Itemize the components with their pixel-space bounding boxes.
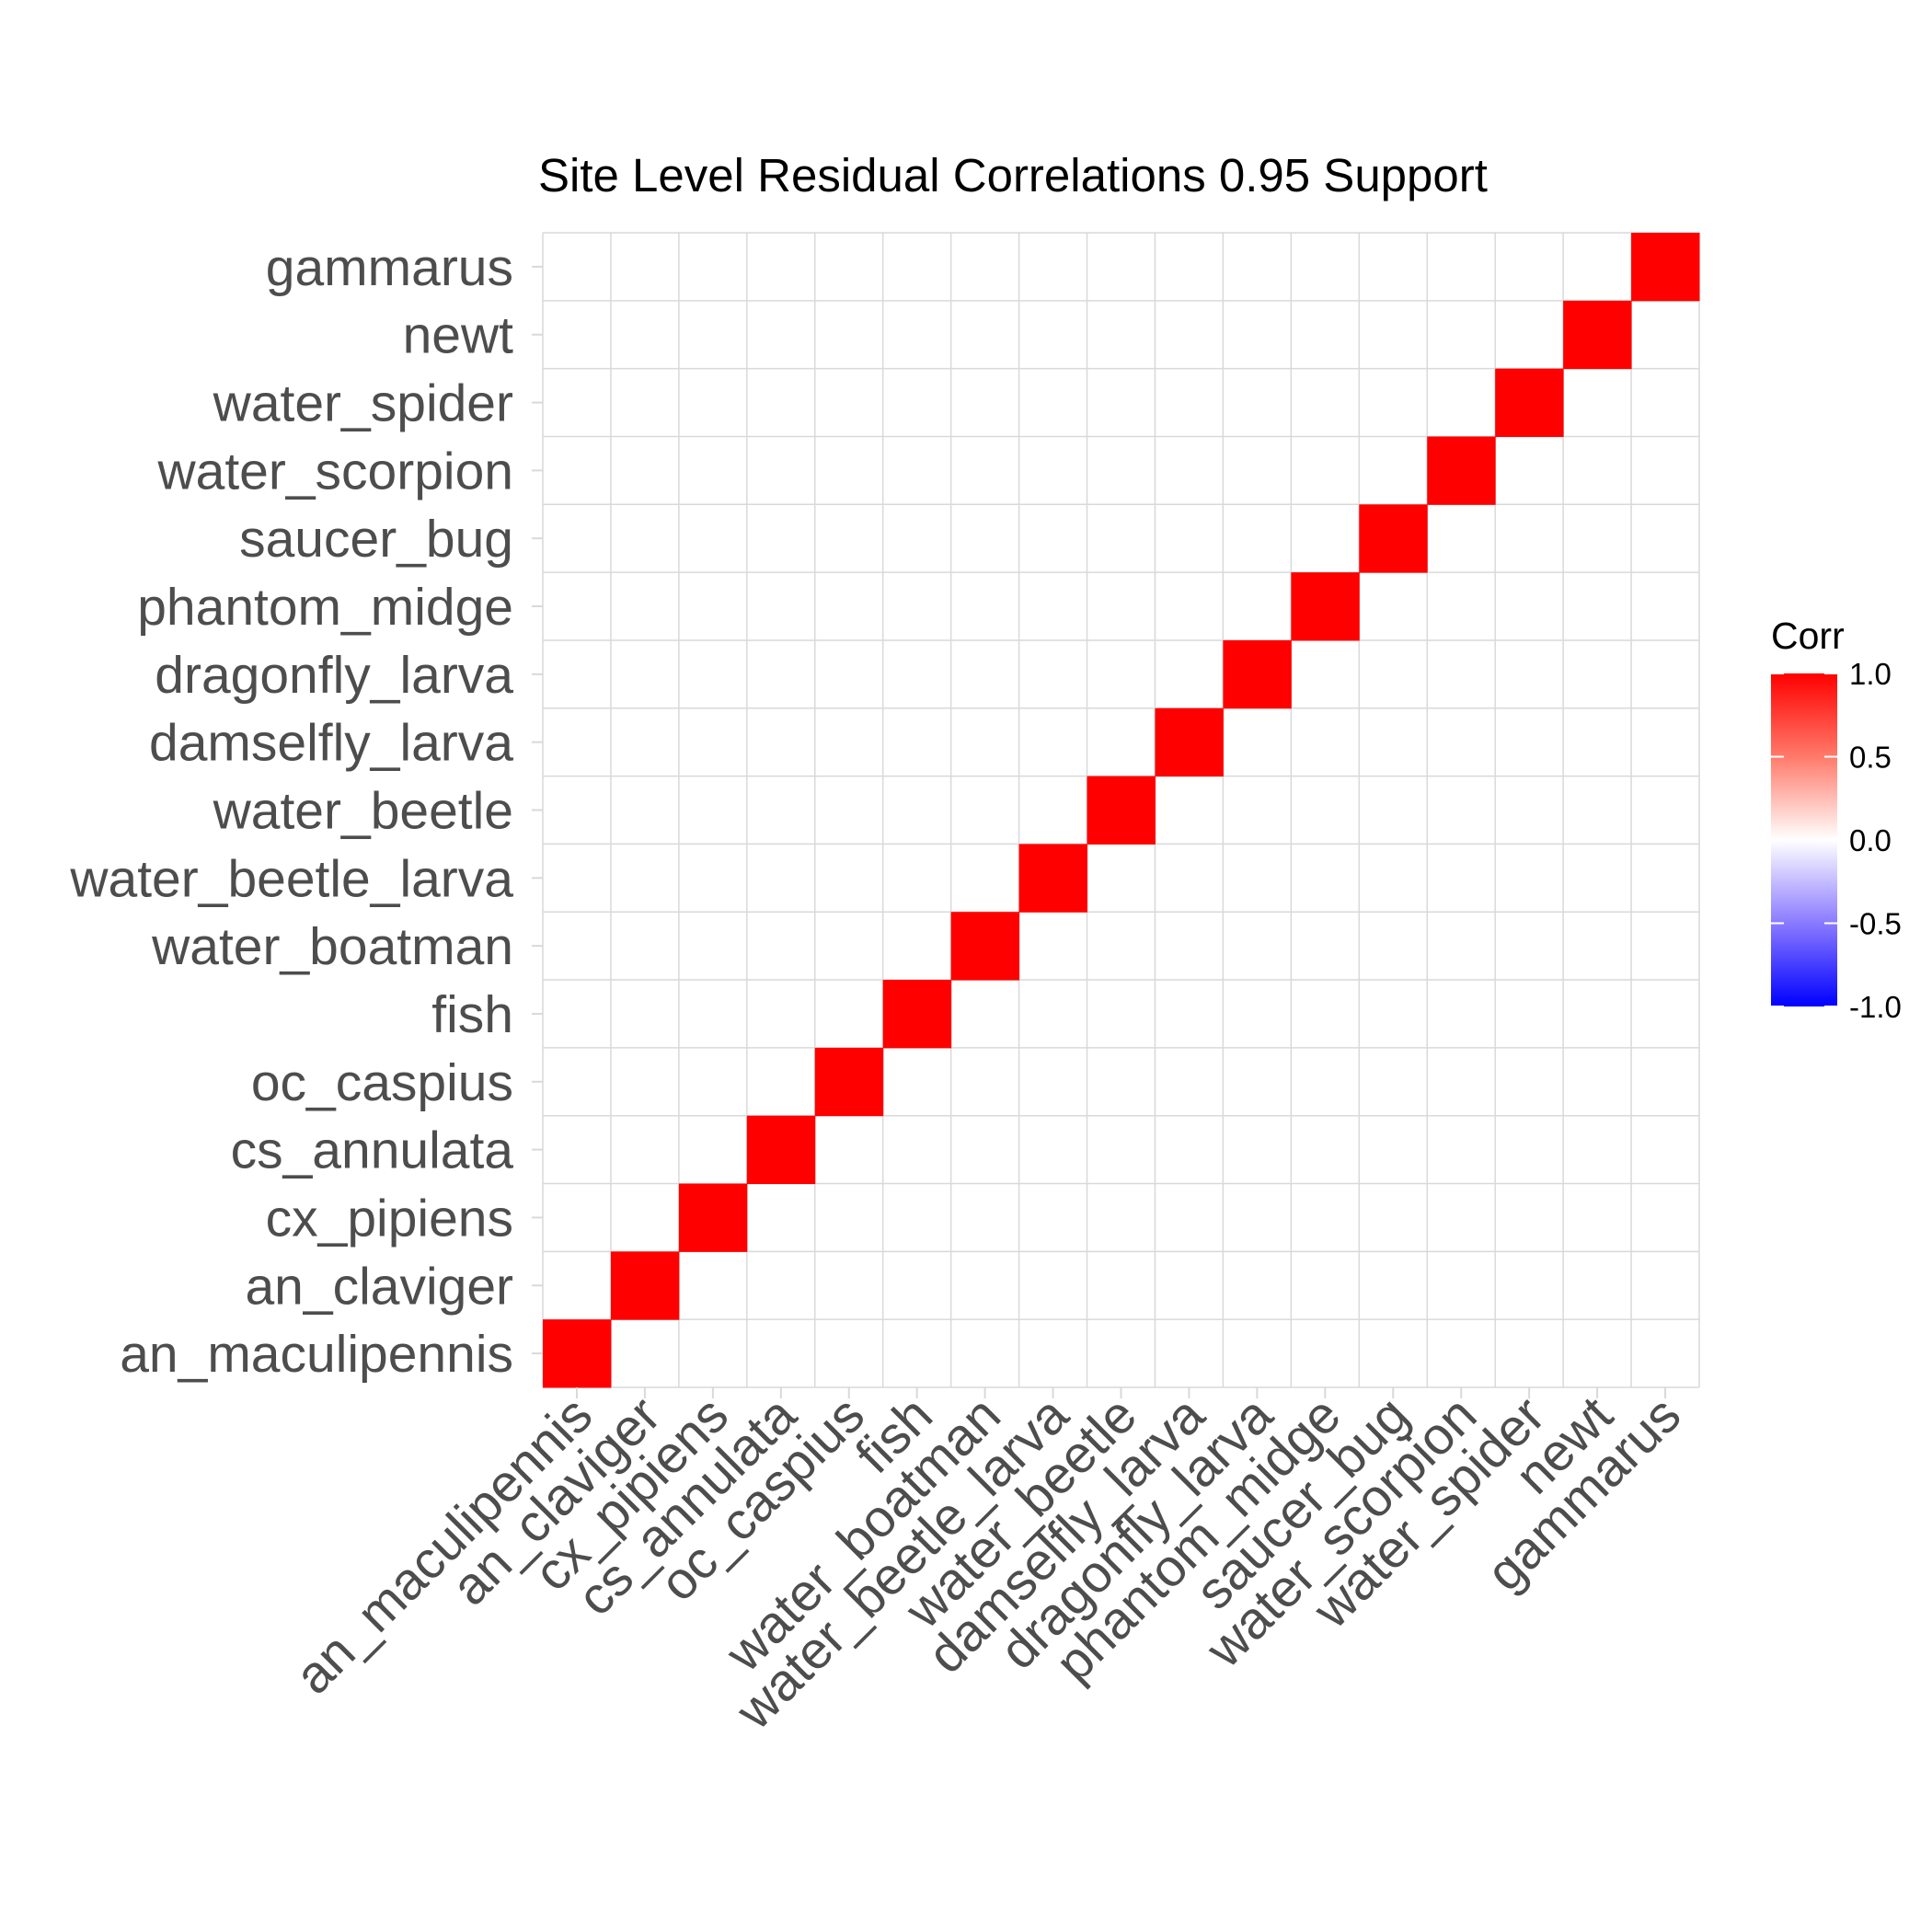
heatmap-cell [746,1115,816,1185]
y-tick-label: an_claviger [245,1257,513,1316]
legend-tick-label: -1.0 [1849,990,1902,1024]
x-axis: an_maculipennisan_clavigercx_pipienscs_a… [283,1386,1692,1742]
y-tick-label: fish [431,985,513,1044]
y-tick-label: water_beetle_larva [69,849,513,908]
heatmap-cell [678,1183,748,1252]
heatmap-cell [1359,504,1428,573]
heatmap-cell [1563,300,1632,370]
heatmap-cell [610,1251,680,1320]
chart-title: Site Level Residual Correlations 0.95 Su… [538,149,1488,201]
heatmap-cell [950,912,1020,981]
y-tick-label: newt [403,306,514,365]
y-tick-label: water_boatman [151,917,513,976]
heatmap-cell [1427,436,1496,505]
y-tick-label: phantom_midge [137,578,513,637]
y-tick-label: water_spider [213,374,513,433]
heatmap-cell [1495,368,1564,437]
legend-tick-label: 1.0 [1849,657,1892,691]
legend-tick-label: 0.5 [1849,741,1892,775]
heatmap-cell [1223,639,1292,709]
y-tick-label: oc_caspius [251,1053,513,1112]
heatmap-cell [882,980,952,1049]
y-tick-label: an_maculipennis [120,1325,513,1384]
y-tick-label: gammarus [266,238,513,297]
heatmap-cells [543,233,1700,1388]
heatmap-cell [1631,233,1700,302]
legend-tick-label: 0.0 [1849,823,1892,857]
legend-tick-label: -0.5 [1849,907,1902,941]
color-legend: Corr 1.0 0.5 0.0 -0.5 -1.0 [1771,615,1902,1024]
y-axis: an_maculipennis an_claviger cx_pipiens cs_a… [69,238,543,1384]
heatmap-cell [543,1319,612,1388]
heatmap-cell [814,1047,884,1117]
heatmap-cell [1155,707,1224,777]
heatmap-cell [1018,844,1088,913]
y-tick-label: damselfly_larva [149,714,513,773]
heatmap-cell [1087,776,1156,845]
legend-title: Corr [1771,615,1845,657]
y-tick-label: water_scorpion [156,442,513,500]
y-tick-label: cx_pipiens [266,1189,513,1248]
y-tick-label: cs_annulata [231,1121,514,1180]
y-tick-label: dragonfly_larva [155,646,513,705]
y-tick-label: water_beetle [213,782,513,841]
y-tick-label: saucer_bug [239,510,513,569]
heatmap-cell [1291,572,1360,641]
